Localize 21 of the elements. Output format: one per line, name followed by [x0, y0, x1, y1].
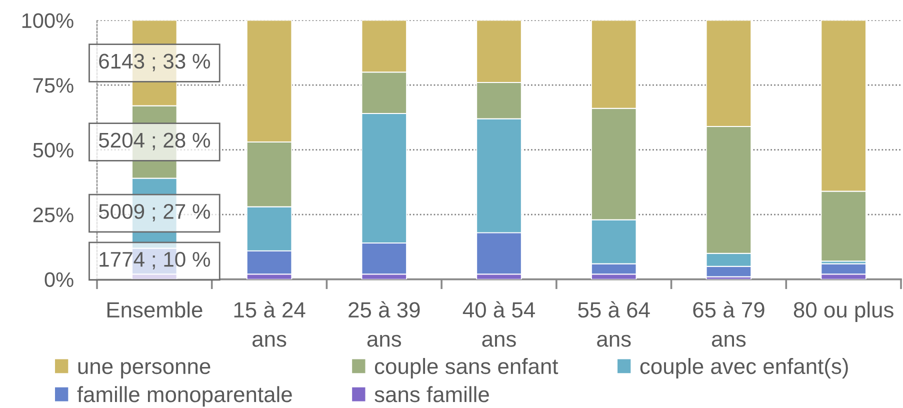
- x-tick-label: 25 à 39 ans: [348, 301, 420, 347]
- data-label: 5009 ; 27 %: [98, 204, 210, 222]
- y-tick-label: 75%: [33, 78, 74, 93]
- data-label: 5204 ; 28 %: [98, 132, 210, 150]
- x-tick-label: 40 à 54 ans: [462, 301, 535, 347]
- x-tick-label: 65 à 79 ans: [693, 301, 764, 347]
- data-label: 1774 ; 10 %: [100, 252, 210, 270]
- x-tick-label: 15 à 24 ans: [234, 301, 306, 347]
- x-tick-label: Ensemble: [107, 302, 202, 318]
- legend-label: une personne: [78, 362, 210, 378]
- y-tick-label: 25%: [33, 208, 74, 222]
- x-tick-label: 55 à 64 ans: [578, 301, 650, 347]
- legend-label: famille monoparentale: [77, 386, 292, 407]
- data-label: 6143 ; 33 %: [99, 54, 210, 72]
- y-tick-label: 0%: [44, 272, 74, 288]
- legend-label: sans famille: [374, 386, 489, 402]
- x-tick-label: 80 ou plus: [794, 302, 894, 322]
- y-tick-label: 50%: [33, 142, 74, 158]
- legend-label: couple avec enfant(s): [640, 358, 848, 378]
- legend-label: couple sans enfant: [374, 358, 558, 378]
- y-tick-label: 100%: [22, 13, 74, 28]
